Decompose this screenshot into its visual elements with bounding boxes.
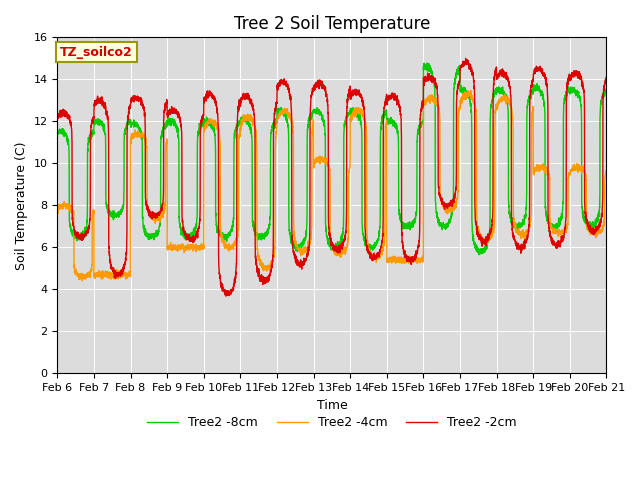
Legend: Tree2 -8cm, Tree2 -4cm, Tree2 -2cm: Tree2 -8cm, Tree2 -4cm, Tree2 -2cm <box>142 411 522 434</box>
Tree2 -2cm <box>486 228 494 234</box>
Tree2 -4cm <box>455 108 463 114</box>
Tree2 -8cm <box>152 234 160 240</box>
Line: Tree2 -8cm: Tree2 -8cm <box>58 63 606 255</box>
Tree2 -2cm <box>602 77 610 83</box>
Tree2 -8cm <box>602 86 610 92</box>
Tree2 -4cm <box>467 88 475 94</box>
Tree2 -8cm <box>312 110 319 116</box>
Line: Tree2 -4cm: Tree2 -4cm <box>58 91 606 281</box>
Tree2 -4cm <box>602 170 610 176</box>
Tree2 -4cm <box>152 214 160 219</box>
Tree2 -2cm <box>312 83 319 88</box>
Tree2 -4cm <box>602 171 610 177</box>
X-axis label: Time: Time <box>317 398 348 412</box>
Tree2 -8cm <box>486 116 494 122</box>
Tree2 -4cm <box>425 94 433 100</box>
Y-axis label: Soil Temperature (C): Soil Temperature (C) <box>15 141 28 270</box>
Tree2 -8cm <box>475 252 483 258</box>
Line: Tree2 -2cm: Tree2 -2cm <box>58 59 606 296</box>
Tree2 -2cm <box>425 73 433 79</box>
Tree2 -4cm <box>486 236 494 242</box>
Tree2 -8cm <box>423 60 431 66</box>
Tree2 -8cm <box>455 65 463 71</box>
Tree2 -8cm <box>54 131 61 136</box>
Text: TZ_soilco2: TZ_soilco2 <box>60 46 133 59</box>
Tree2 -8cm <box>602 90 610 96</box>
Tree2 -8cm <box>425 66 433 72</box>
Tree2 -2cm <box>455 78 463 84</box>
Tree2 -2cm <box>602 74 610 80</box>
Tree2 -4cm <box>54 208 61 214</box>
Tree2 -2cm <box>462 56 470 61</box>
Tree2 -2cm <box>222 293 230 299</box>
Tree2 -4cm <box>312 159 319 165</box>
Tree2 -2cm <box>54 111 61 117</box>
Tree2 -2cm <box>152 212 160 218</box>
Tree2 -4cm <box>79 278 86 284</box>
Title: Tree 2 Soil Temperature: Tree 2 Soil Temperature <box>234 15 430 33</box>
